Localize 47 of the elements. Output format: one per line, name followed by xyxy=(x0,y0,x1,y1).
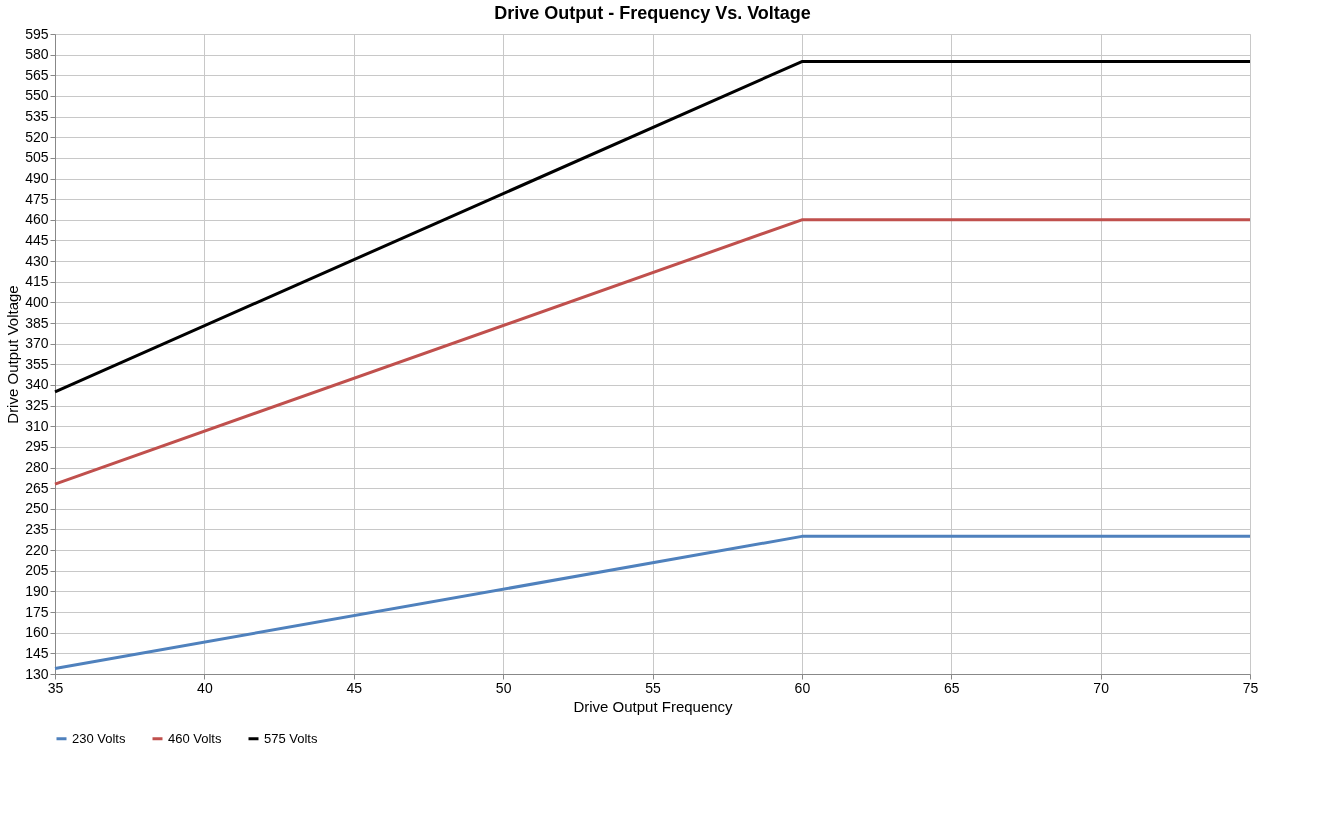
y-tick-label: 160 xyxy=(25,624,49,641)
y-tick-label: 475 xyxy=(25,190,49,207)
x-tick-label: 75 xyxy=(1242,679,1259,696)
y-tick-label: 520 xyxy=(25,128,49,145)
x-tick-label: 65 xyxy=(943,679,960,696)
y-tick-label: 250 xyxy=(25,500,49,517)
x-tick-label: 50 xyxy=(495,679,512,696)
y-axis-title: Drive Output Voltage xyxy=(4,285,22,424)
y-tick-label: 190 xyxy=(25,582,49,599)
y-tick-label: 385 xyxy=(25,314,49,331)
y-tick-label: 130 xyxy=(25,665,49,682)
y-tick-label: 235 xyxy=(25,520,49,537)
y-tick-label: 535 xyxy=(25,108,49,125)
x-tick-label: 35 xyxy=(47,679,64,696)
y-tick-label: 355 xyxy=(25,355,49,372)
y-tick-label: 145 xyxy=(25,644,49,661)
y-tick-label: 310 xyxy=(25,417,49,434)
legend-label: 230 Volts xyxy=(72,730,126,746)
legend-label: 575 Volts xyxy=(264,730,318,746)
y-tick-label: 340 xyxy=(25,376,49,393)
x-tick-label: 70 xyxy=(1093,679,1110,696)
x-tick-label: 45 xyxy=(346,679,363,696)
y-tick-label: 295 xyxy=(25,438,49,455)
y-tick-label: 415 xyxy=(25,273,49,290)
x-tick-label: 40 xyxy=(197,679,213,696)
y-tick-label: 580 xyxy=(25,46,49,63)
y-tick-label: 445 xyxy=(25,231,49,248)
y-tick-label: 175 xyxy=(25,603,49,620)
y-tick-label: 505 xyxy=(25,149,49,166)
y-tick-label: 280 xyxy=(25,459,49,476)
legend-label: 460 Volts xyxy=(168,730,222,746)
y-tick-label: 565 xyxy=(25,66,49,83)
y-tick-label: 370 xyxy=(25,335,49,352)
y-tick-label: 490 xyxy=(25,170,49,187)
y-tick-label: 205 xyxy=(25,562,49,579)
x-tick-label: 55 xyxy=(645,679,661,696)
y-tick-label: 430 xyxy=(25,252,49,269)
y-tick-label: 595 xyxy=(25,25,49,42)
chart-title: Drive Output - Frequency Vs. Voltage xyxy=(494,3,811,23)
x-tick-label: 60 xyxy=(794,679,811,696)
y-tick-label: 550 xyxy=(25,87,49,104)
x-axis-title: Drive Output Frequency xyxy=(573,697,734,715)
y-tick-label: 265 xyxy=(25,479,49,496)
y-tick-label: 325 xyxy=(25,397,49,414)
y-tick-label: 400 xyxy=(25,293,49,310)
y-tick-label: 220 xyxy=(25,541,49,558)
y-tick-label: 460 xyxy=(25,211,49,228)
